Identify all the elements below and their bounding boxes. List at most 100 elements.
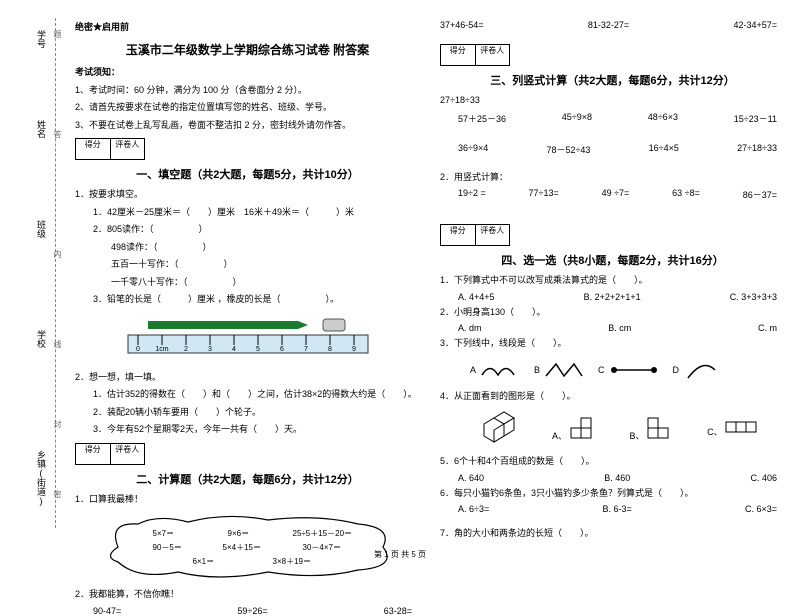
c2-c: 63-28= xyxy=(384,606,412,616)
cloud-r1b: 9×6＝ xyxy=(228,528,250,539)
shape-c: C xyxy=(598,360,659,380)
shape-a: A xyxy=(470,360,520,380)
cube-c-label: C、 xyxy=(707,427,723,437)
svg-text:1cm: 1cm xyxy=(155,346,168,353)
grader-label2: 评卷人 xyxy=(111,444,145,464)
cube-views-row: A、 B、 C、 xyxy=(440,410,785,448)
s4-h: 4．从正面看到的图形是（ ）。 xyxy=(440,390,785,404)
line-shapes-row: A B C D xyxy=(440,358,785,383)
c1-header: 1．口算我最棒！ xyxy=(75,493,420,507)
s6-h: 6．每只小猫钓6条鱼，3只小猫钓多少条鱼？列算式是（ ）。 xyxy=(440,487,785,501)
q2-l2: 2．装配20辆小轿车要用（ ）个轮子。 xyxy=(75,406,420,420)
v1-row1: 57＋25－36 45÷9×8 48÷6×3 15÷23－11 xyxy=(440,112,785,125)
svg-text:8: 8 xyxy=(328,346,332,353)
v1-f: 78－52÷43 xyxy=(546,143,590,156)
score-label: 得分 xyxy=(76,139,111,159)
confidential-tag: 绝密★启用前 xyxy=(75,20,420,33)
pencil-icon xyxy=(148,321,308,329)
v2-e: 86－37= xyxy=(743,188,777,201)
score-box-3: 得分 评卷人 xyxy=(440,44,510,66)
cube-3d-icon xyxy=(480,410,522,448)
s2-a: A. dm xyxy=(458,323,482,333)
segment-line-icon xyxy=(609,360,659,380)
v2-b: 77÷13= xyxy=(529,188,559,201)
score-box-1: 得分 评卷人 xyxy=(75,138,145,160)
page-footer: 第 1 页 共 5 页 xyxy=(0,549,800,560)
s1-c: C. 3+3+3+3 xyxy=(730,292,777,302)
section-4-title: 四、选一选（共8小题，每题2分，共计16分） xyxy=(440,252,785,268)
svg-text:5: 5 xyxy=(256,346,260,353)
cube-a-label: A、 xyxy=(552,431,567,441)
eraser-icon xyxy=(323,319,345,331)
section-1-title: 一、填空题（共2大题，每题5分，共计10分） xyxy=(75,166,420,182)
v2-c: 49 ÷7= xyxy=(602,188,630,201)
s1-opts: A. 4+4+5 B. 2+2+2+1+1 C. 3+3+3+3 xyxy=(440,292,785,302)
s7-h: 7．角的大小和两条边的长短（ ）。 xyxy=(440,527,785,541)
v1-h: 27÷18÷33 xyxy=(737,143,777,156)
shape-d: D xyxy=(673,358,719,383)
notice-1: 1、考试时间：60 分钟，满分为 100 分（含卷面分 2 分）。 xyxy=(75,84,420,98)
q2-l3: 3．今年有52个星期零2天，今年一共有（ ）天。 xyxy=(75,423,420,437)
s2-h: 2．小明身高130（ ）。 xyxy=(440,306,785,320)
seal-xian: 线 xyxy=(52,340,63,348)
v2-d: 63 ÷8= xyxy=(672,188,700,201)
seal-nei: 内 xyxy=(52,250,63,258)
section-3-title: 三、列竖式计算（共2大题，每题6分，共计12分） xyxy=(440,72,785,88)
q1-l3: 498读作：（ ） xyxy=(75,241,420,255)
c2-f: 42-34+57= xyxy=(733,20,777,30)
view-c-icon xyxy=(725,421,761,435)
s5-h: 5．6个十和4个百组成的数是（ ）。 xyxy=(440,455,785,469)
q1-l4: 五百一十写作：（ ） xyxy=(75,258,420,272)
seal-mi: 密 xyxy=(52,490,63,498)
c2-a: 90-47= xyxy=(93,606,121,616)
score-label2: 得分 xyxy=(76,444,111,464)
s6-opts: A. 6÷3= B. 6-3= C. 6×3= xyxy=(440,504,785,514)
score-label3: 得分 xyxy=(441,45,476,65)
q1-l5: 一千零八十写作：（ ） xyxy=(75,276,420,290)
section-2-title: 二、计算题（共2大题，每题6分，共计12分） xyxy=(75,471,420,487)
v1-c: 48÷6×3 xyxy=(648,112,678,125)
s5-opts: A. 640 B. 460 C. 406 xyxy=(440,473,785,483)
svg-text:9: 9 xyxy=(352,346,356,353)
s2-opts: A. dm B. cm C. m xyxy=(440,323,785,333)
score-box-4: 得分 评卷人 xyxy=(440,224,510,246)
cube-opt-b: B、 xyxy=(630,417,678,442)
exam-page: 绝密★启用前 玉溪市二年级数学上学期综合练习试卷 附答案 考试须知： 1、考试时… xyxy=(75,20,785,540)
c2-d: 37+46-54= xyxy=(440,20,484,30)
label-xuexiao: 学校 xyxy=(35,330,48,348)
shape-b: B xyxy=(534,360,584,380)
v1-a: 57＋25－36 xyxy=(458,112,506,125)
v2-a: 19÷2 = xyxy=(458,188,486,201)
score-box-2: 得分 评卷人 xyxy=(75,443,145,465)
svg-text:0: 0 xyxy=(136,346,140,353)
svg-text:4: 4 xyxy=(232,346,236,353)
shape-a-label: A xyxy=(470,365,476,375)
label-xingming: 姓名 xyxy=(35,120,48,138)
zigzag-line-icon xyxy=(544,360,584,380)
s5-a: A. 640 xyxy=(458,473,484,483)
v1-header: 27÷18÷33 xyxy=(440,94,785,108)
ruler-illustration: 0 1cm 2 3 4 5 6 7 8 9 xyxy=(75,313,420,365)
v1-g: 16÷4×5 xyxy=(649,143,679,156)
ruler-svg: 0 1cm 2 3 4 5 6 7 8 9 xyxy=(118,313,378,363)
right-column: 37+46-54= 81-32-27= 42-34+57= 得分 评卷人 三、列… xyxy=(440,20,785,540)
cube-opt-a: A、 xyxy=(552,417,600,442)
cube-b-label: B、 xyxy=(630,431,645,441)
svg-text:3: 3 xyxy=(208,346,212,353)
v1-e: 36÷9×4 xyxy=(458,143,488,156)
seal-da: 答 xyxy=(52,130,63,138)
svg-text:6: 6 xyxy=(280,346,284,353)
q2-header: 2．想一想，填一填。 xyxy=(75,371,420,385)
c2-row2: 37+46-54= 81-32-27= 42-34+57= xyxy=(440,20,785,30)
q2-l1: 1．估计352的得数在（ ）和（ ）之间，估计38×2的得数大约是（ ）。 xyxy=(75,388,420,402)
label-banji: 班级 xyxy=(35,220,48,238)
cloud-r1c: 25÷5＋15－20＝ xyxy=(293,528,353,539)
s5-b: B. 460 xyxy=(604,473,630,483)
s1-b: B. 2+2+2+1+1 xyxy=(584,292,641,302)
seal-feng: 封 xyxy=(52,420,63,428)
v2-header: 2．用竖式计算： xyxy=(440,171,785,185)
s3-h: 3．下列线中，线段是（ ）。 xyxy=(440,337,785,351)
left-column: 绝密★启用前 玉溪市二年级数学上学期综合练习试卷 附答案 考试须知： 1、考试时… xyxy=(75,20,420,540)
v1-d: 15÷23－11 xyxy=(734,112,777,125)
s1-h: 1．下列算式中不可以改写成乘法算式的是（ ）。 xyxy=(440,274,785,288)
